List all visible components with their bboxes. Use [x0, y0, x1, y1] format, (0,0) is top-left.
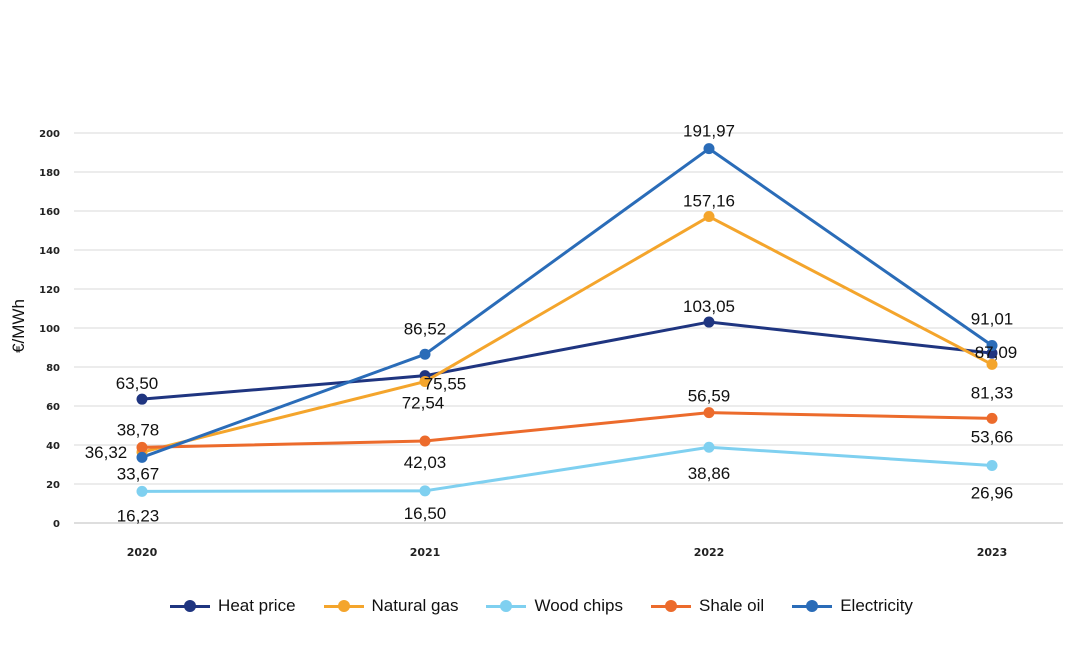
- series-line-wood-chips: [141, 445, 993, 493]
- legend-swatch: [792, 599, 833, 613]
- data-label-natural-gas: 157,16: [683, 192, 735, 211]
- data-point-natural-gas: [703, 211, 715, 223]
- legend-label: Shale oil: [698, 596, 765, 615]
- legend-swatch: [650, 599, 691, 613]
- legend-item-electricity: Electricity: [792, 596, 913, 616]
- legend-item-heat-price: Heat price: [170, 596, 296, 616]
- data-point-shale-oil: [986, 412, 998, 424]
- data-label-wood-chips: 26,96: [971, 483, 1014, 502]
- series-line-heat-price: [141, 320, 993, 401]
- data-label-heat-price: 87,09: [975, 343, 1018, 362]
- series-lines: [141, 147, 993, 493]
- data-point-natural-gas: [419, 376, 431, 388]
- data-label-shale-oil: 56,59: [688, 387, 731, 406]
- data-label-natural-gas: 36,32: [85, 443, 128, 462]
- data-label-heat-price: 75,55: [424, 375, 467, 394]
- line-chart: 0 20 40 60 80 100 120 140 160 180 200 2020 2021 2022…: [9, 122, 1063, 559]
- data-point-electricity: [986, 340, 998, 352]
- series-line-shale-oil: [141, 411, 993, 449]
- y-tick-label: 80: [46, 363, 60, 374]
- series-line-natural-gas: [141, 215, 993, 454]
- data-labels: 63,50 75,55 103,05 87,09 36,32 72,54 157,16 81,…: [85, 122, 1018, 526]
- x-tick-label: 2022: [694, 546, 725, 559]
- legend-item-shale-oil: Shale oil: [650, 596, 765, 616]
- data-label-electricity: 33,67: [117, 464, 160, 483]
- series-points: [136, 143, 998, 497]
- data-point-electricity: [703, 143, 715, 155]
- data-label-electricity: 86,52: [404, 319, 447, 338]
- data-point-natural-gas: [986, 358, 998, 370]
- data-point-wood-chips: [986, 459, 998, 471]
- data-label-shale-oil: 38,78: [117, 420, 160, 439]
- y-tick-label: 20: [46, 480, 60, 491]
- legend: Heat price Natural gas Wood chips Shale oil…: [0, 596, 1083, 616]
- y-axis-label: €/MWh: [9, 299, 28, 353]
- data-point-shale-oil: [703, 407, 715, 419]
- data-label-electricity: 91,01: [971, 310, 1014, 329]
- y-tick-label: 120: [39, 285, 60, 296]
- data-label-shale-oil: 42,03: [404, 453, 447, 472]
- y-tick-label: 160: [39, 207, 60, 218]
- legend-swatch: [486, 599, 527, 613]
- x-tick-label: 2020: [127, 546, 158, 559]
- data-label-wood-chips: 16,50: [404, 504, 447, 523]
- data-label-wood-chips: 38,86: [688, 464, 731, 483]
- legend-label: Natural gas: [371, 596, 459, 615]
- data-point-heat-price: [136, 393, 148, 405]
- y-tick-label: 140: [39, 246, 60, 257]
- x-axis-ticks: 2020 2021 2022 2023: [127, 546, 1008, 559]
- y-tick-label: 100: [39, 324, 60, 335]
- legend-label: Electricity: [840, 596, 913, 615]
- data-label-electricity: 191,97: [683, 122, 735, 141]
- legend-swatch: [323, 599, 364, 613]
- y-tick-label: 180: [39, 168, 60, 179]
- legend-swatch: [170, 599, 211, 613]
- gridlines: [74, 132, 1063, 524]
- data-point-wood-chips: [136, 485, 148, 497]
- data-label-natural-gas: 72,54: [402, 394, 445, 413]
- y-tick-label: 60: [46, 402, 60, 413]
- legend-item-wood-chips: Wood chips: [486, 596, 623, 616]
- y-tick-label: 40: [46, 441, 60, 452]
- data-point-heat-price: [986, 347, 998, 359]
- x-tick-label: 2023: [977, 546, 1008, 559]
- data-label-heat-price: 63,50: [116, 374, 159, 393]
- data-point-shale-oil: [136, 441, 148, 453]
- data-point-electricity: [419, 348, 431, 360]
- data-point-wood-chips: [703, 441, 715, 453]
- legend-label: Wood chips: [534, 596, 623, 615]
- data-label-shale-oil: 53,66: [971, 427, 1014, 446]
- data-point-shale-oil: [419, 435, 431, 447]
- legend-item-natural-gas: Natural gas: [323, 596, 459, 616]
- data-label-heat-price: 103,05: [683, 297, 735, 316]
- data-label-natural-gas: 81,33: [971, 383, 1014, 402]
- x-tick-label: 2021: [410, 546, 441, 559]
- data-label-wood-chips: 16,23: [117, 506, 160, 525]
- legend-label: Heat price: [218, 596, 296, 615]
- y-axis-ticks: 0 20 40 60 80 100 120 140 160 180 200: [39, 129, 60, 530]
- y-tick-label: 0: [53, 519, 60, 530]
- data-point-heat-price: [703, 316, 715, 328]
- data-point-electricity: [136, 451, 148, 463]
- data-point-wood-chips: [419, 485, 431, 497]
- y-tick-label: 200: [39, 129, 60, 140]
- series-line-electricity: [141, 147, 993, 459]
